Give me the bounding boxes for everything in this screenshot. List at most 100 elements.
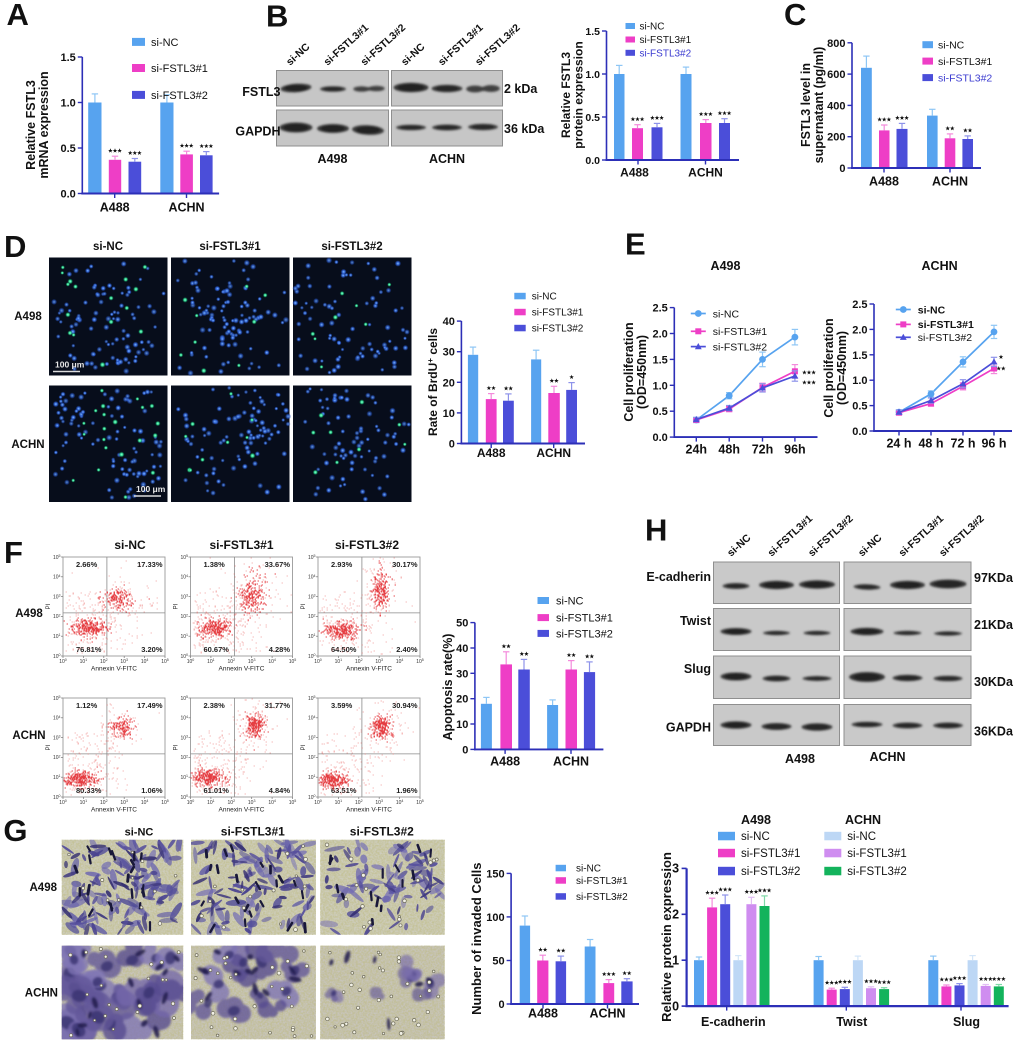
svg-text:si-NC: si-NC [847, 831, 876, 843]
svg-text:G: G [3, 813, 27, 848]
svg-text:Rate of BrdU+ cells: Rate of BrdU+ cells [426, 328, 440, 436]
svg-text:101: 101 [308, 774, 316, 781]
svg-text:102: 102 [100, 799, 108, 806]
svg-text:1.5: 1.5 [653, 354, 668, 366]
svg-text:103: 103 [308, 594, 316, 601]
svg-text:100: 100 [53, 653, 61, 660]
svg-text:si-FSTL3#2: si-FSTL3#2 [556, 628, 613, 640]
svg-text:A488: A488 [490, 754, 520, 768]
svg-text:si-FSTL3#1: si-FSTL3#1 [741, 848, 800, 860]
svg-text:A498: A498 [318, 152, 348, 166]
svg-text:Relative FSTL3: Relative FSTL3 [24, 80, 38, 170]
svg-text:si-FSTL3#2: si-FSTL3#2 [918, 332, 972, 344]
svg-text:100: 100 [59, 799, 67, 806]
svg-text:si-FSTL3#1: si-FSTL3#1 [556, 613, 613, 625]
svg-text:104: 104 [396, 799, 404, 806]
svg-text:104: 104 [308, 715, 316, 722]
svg-text:104: 104 [180, 715, 188, 722]
svg-text:103: 103 [248, 658, 256, 665]
svg-text:si-FSTL3#1: si-FSTL3#1 [209, 538, 273, 552]
svg-text:si-NC: si-NC [576, 864, 601, 875]
svg-text:400: 400 [827, 100, 845, 112]
svg-text:1.5: 1.5 [852, 350, 867, 362]
svg-text:36 kDa: 36 kDa [504, 122, 545, 136]
svg-text:100 μm: 100 μm [55, 360, 85, 370]
svg-text:103: 103 [120, 799, 128, 806]
svg-text:A488: A488 [869, 175, 899, 189]
svg-text:B: B [266, 0, 288, 34]
svg-text:E-cadherin: E-cadherin [646, 570, 711, 584]
svg-text:Annexin V-FITC: Annexin V-FITC [346, 666, 392, 673]
svg-text:2 kDa: 2 kDa [504, 82, 538, 96]
svg-text:2: 2 [672, 908, 679, 922]
svg-text:104: 104 [141, 799, 149, 806]
svg-text:si-FSTL3#1: si-FSTL3#1 [938, 56, 992, 68]
svg-text:33.67%: 33.67% [265, 560, 291, 569]
svg-text:0: 0 [462, 744, 468, 756]
svg-text:si-FSTL3#2: si-FSTL3#2 [847, 866, 906, 878]
svg-text:2.40%: 2.40% [396, 645, 418, 654]
svg-text:100: 100 [180, 653, 188, 660]
svg-text:20: 20 [456, 694, 468, 706]
svg-text:H: H [645, 513, 667, 548]
svg-text:31.77%: 31.77% [265, 701, 291, 710]
svg-text:ACHN: ACHN [589, 1007, 625, 1021]
svg-text:30: 30 [456, 668, 468, 680]
svg-text:102: 102 [355, 658, 363, 665]
svg-text:si-FSTL3#2: si-FSTL3#2 [335, 538, 399, 552]
svg-text:80.33%: 80.33% [76, 786, 102, 795]
svg-text:Relative FSTL3: Relative FSTL3 [559, 52, 573, 138]
svg-text:4.28%: 4.28% [269, 645, 291, 654]
svg-text:100: 100 [53, 794, 61, 801]
svg-text:Annexin V-FITC: Annexin V-FITC [346, 807, 392, 814]
svg-text:101: 101 [180, 774, 188, 781]
svg-text:supernatant (pg/ml): supernatant (pg/ml) [812, 47, 826, 164]
svg-text:0: 0 [449, 439, 455, 451]
svg-text:1.96%: 1.96% [396, 786, 418, 795]
svg-text:72h: 72h [752, 443, 774, 457]
svg-text:102: 102 [180, 613, 188, 620]
svg-text:100: 100 [314, 658, 322, 665]
svg-text:101: 101 [308, 633, 316, 640]
svg-text:40: 40 [456, 643, 468, 655]
svg-text:ACHN: ACHN [845, 813, 881, 827]
svg-text:D: D [4, 229, 26, 264]
svg-text:si-NC: si-NC [713, 308, 740, 320]
svg-text:102: 102 [53, 754, 61, 761]
svg-text:Slug: Slug [684, 662, 711, 676]
svg-text:si-FSTL3#2: si-FSTL3#2 [713, 341, 767, 353]
svg-text:PI: PI [46, 744, 52, 750]
svg-text:103: 103 [180, 735, 188, 742]
svg-text:21KDa: 21KDa [974, 618, 1014, 632]
svg-text:F: F [4, 535, 23, 570]
svg-text:GAPDH: GAPDH [235, 125, 280, 139]
svg-text:PI: PI [301, 603, 307, 609]
svg-text:105: 105 [53, 554, 61, 561]
svg-text:200: 200 [827, 132, 845, 144]
svg-text:105: 105 [289, 658, 297, 665]
svg-text:1.06%: 1.06% [141, 786, 163, 795]
svg-text:PI: PI [301, 744, 307, 750]
svg-text:2.0: 2.0 [653, 329, 668, 341]
svg-text:(OD=450nm): (OD=450nm) [635, 335, 649, 409]
svg-text:60.67%: 60.67% [204, 645, 230, 654]
svg-text:A498: A498 [711, 259, 741, 273]
svg-text:30KDa: 30KDa [974, 675, 1014, 689]
svg-text:103: 103 [53, 594, 61, 601]
svg-text:0.0: 0.0 [61, 189, 76, 201]
svg-text:102: 102 [53, 613, 61, 620]
svg-text:si-FSTL3#1: si-FSTL3#1 [918, 319, 974, 331]
svg-text:100: 100 [314, 799, 322, 806]
svg-text:si-FSTL3#1: si-FSTL3#1 [221, 824, 285, 838]
svg-text:Slug: Slug [953, 1015, 980, 1029]
svg-text:103: 103 [308, 735, 316, 742]
svg-text:A488: A488 [100, 201, 130, 215]
svg-text:100: 100 [308, 794, 316, 801]
svg-text:ACHN: ACHN [688, 166, 723, 180]
svg-text:2.38%: 2.38% [204, 701, 226, 710]
svg-text:17.33%: 17.33% [137, 560, 163, 569]
svg-text:105: 105 [289, 799, 297, 806]
svg-text:0: 0 [498, 999, 504, 1011]
svg-text:A488: A488 [528, 1007, 558, 1021]
svg-text:104: 104 [53, 574, 61, 581]
